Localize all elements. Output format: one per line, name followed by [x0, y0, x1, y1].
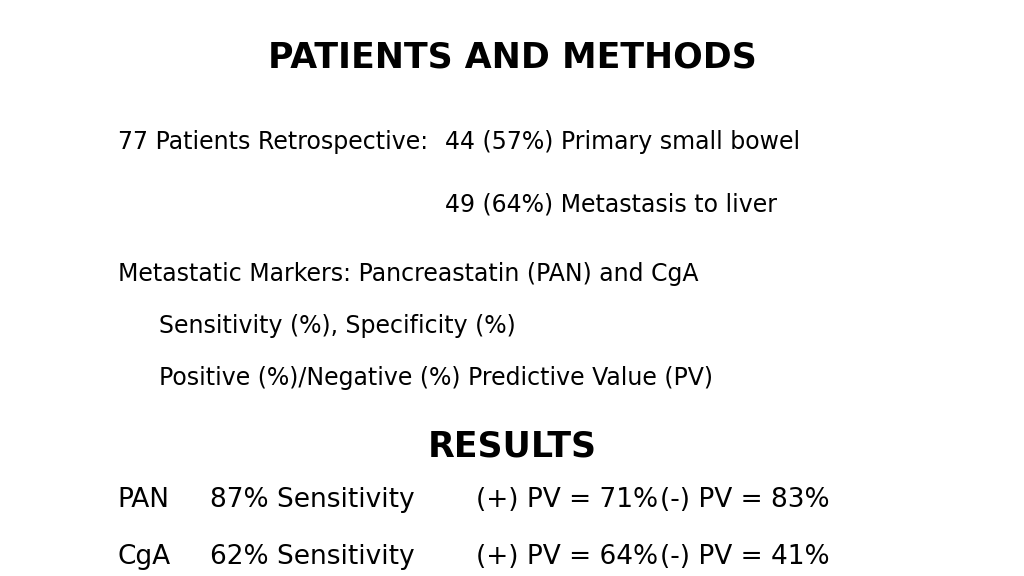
Text: 77 Patients Retrospective:: 77 Patients Retrospective: [118, 130, 428, 154]
Text: RESULTS: RESULTS [427, 429, 597, 463]
Text: (-) PV = 83%: (-) PV = 83% [660, 487, 830, 513]
Text: 44 (57%) Primary small bowel: 44 (57%) Primary small bowel [445, 130, 801, 154]
Text: (-) PV = 41%: (-) PV = 41% [660, 544, 830, 570]
Text: 87% Sensitivity: 87% Sensitivity [210, 487, 415, 513]
Text: (+) PV = 64%: (+) PV = 64% [476, 544, 658, 570]
Text: PATIENTS AND METHODS: PATIENTS AND METHODS [267, 40, 757, 74]
Text: 49 (64%) Metastasis to liver: 49 (64%) Metastasis to liver [445, 193, 777, 217]
Text: Metastatic Markers: Pancreastatin (PAN) and CgA: Metastatic Markers: Pancreastatin (PAN) … [118, 262, 698, 286]
Text: (+) PV = 71%: (+) PV = 71% [476, 487, 658, 513]
Text: PAN: PAN [118, 487, 170, 513]
Text: 62% Sensitivity: 62% Sensitivity [210, 544, 415, 570]
Text: Positive (%)/Negative (%) Predictive Value (PV): Positive (%)/Negative (%) Predictive Val… [159, 366, 713, 390]
Text: Sensitivity (%), Specificity (%): Sensitivity (%), Specificity (%) [159, 314, 515, 338]
Text: CgA: CgA [118, 544, 171, 570]
